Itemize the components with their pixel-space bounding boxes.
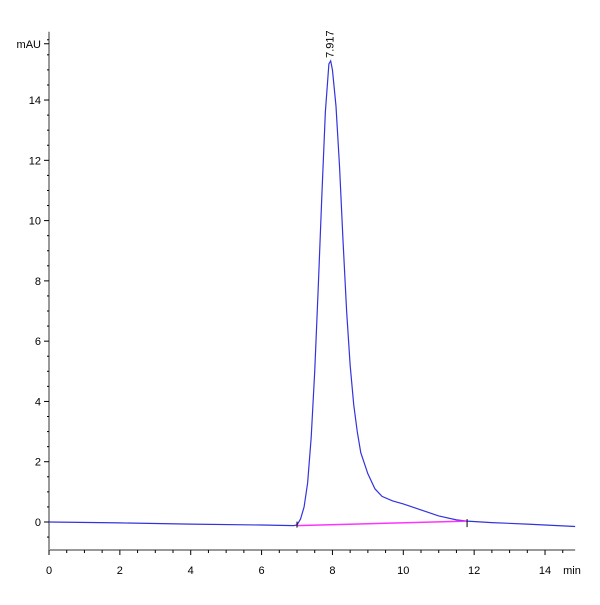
x-tick-label: 2 (117, 565, 123, 577)
integration-baseline (296, 520, 468, 527)
x-tick-label: 6 (259, 565, 265, 577)
y-tick-label: 4 (35, 396, 41, 408)
y-tick-label: 10 (29, 216, 41, 228)
x-tick-label: 12 (468, 565, 480, 577)
x-tick-label: 10 (397, 565, 409, 577)
y-tick-label: 12 (29, 155, 41, 167)
y-tick-label: 8 (35, 276, 41, 288)
x-tick-label: 14 (539, 565, 551, 577)
x-tick-label: 0 (46, 565, 52, 577)
y-axis-label: mAU (17, 39, 42, 51)
y-tick-label: 2 (35, 457, 41, 469)
y-tick-label: 0 (35, 517, 41, 529)
x-axis-label: min (563, 565, 581, 577)
signal-trace (48, 59, 576, 528)
x-tick-label: 8 (329, 565, 335, 577)
x-tick-label: 4 (188, 565, 194, 577)
y-tick-label: 14 (29, 95, 41, 107)
y-tick-label: 6 (35, 336, 41, 348)
peak-label: 7.917 (324, 30, 336, 58)
